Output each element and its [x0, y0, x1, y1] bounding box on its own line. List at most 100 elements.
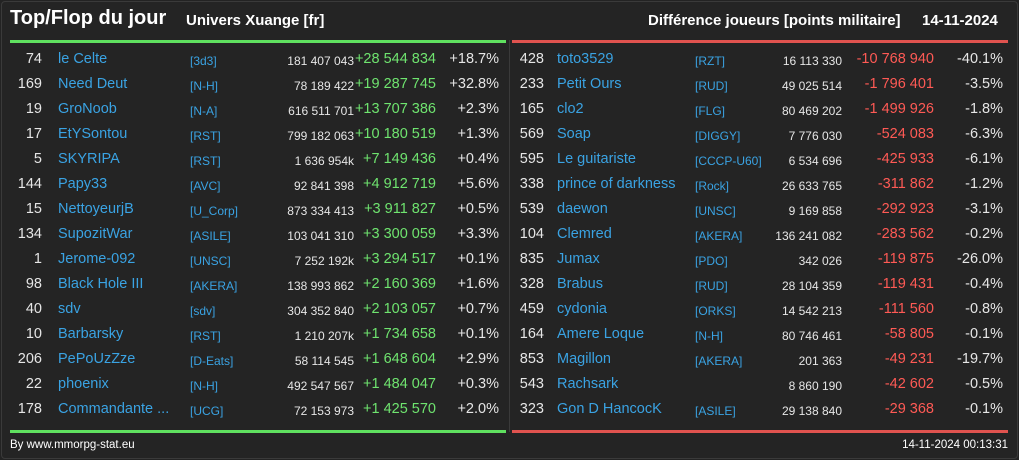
- points-cell: 1 636 954k: [294, 154, 354, 168]
- player-name-link[interactable]: Commandante ...: [58, 401, 170, 417]
- player-name-link[interactable]: phoenix: [58, 376, 109, 392]
- alliance-tag-link[interactable]: [DIGGY]: [695, 129, 741, 143]
- player-name-link[interactable]: prince of darkness: [557, 176, 676, 192]
- alliance-tag-link[interactable]: [RST]: [190, 329, 221, 343]
- alliance-tag-link[interactable]: [D-Eats]: [190, 354, 234, 368]
- alliance-tag-link[interactable]: [FLG]: [695, 104, 726, 118]
- top-row: 22 phoenix [N-H] 492 547 567 +1 484 047 +0.3%: [8, 372, 506, 397]
- percent-cell: -26.0%: [957, 251, 1003, 267]
- player-name-link[interactable]: GroNoob: [58, 101, 117, 117]
- alliance-tag-link[interactable]: [UNSC]: [695, 204, 736, 218]
- alliance-tag-link[interactable]: [CCCP-U60]: [695, 154, 762, 168]
- alliance-tag-link[interactable]: [RUD]: [695, 279, 728, 293]
- flop-divider-red: [512, 40, 1008, 43]
- alliance-tag-link[interactable]: [3d3]: [190, 54, 217, 68]
- alliance-tag-link[interactable]: [AKERA]: [190, 279, 238, 293]
- flop-row: 328 Brabus [RUD] 28 104 359 -119 431 -0.4%: [510, 272, 1008, 297]
- bottom-divider-red: [512, 430, 1008, 433]
- alliance-tag-link[interactable]: [AKERA]: [695, 229, 743, 243]
- player-name-link[interactable]: Gon D HancocK: [557, 401, 662, 417]
- player-name-link[interactable]: Le guitariste: [557, 151, 636, 167]
- player-name-link[interactable]: daewon: [557, 201, 608, 217]
- alliance-tag-link[interactable]: [RUD]: [695, 79, 728, 93]
- rank-cell: 169: [17, 76, 42, 92]
- alliance-tag-link[interactable]: [ASILE]: [190, 229, 231, 243]
- player-name-link[interactable]: le Celte: [58, 51, 108, 67]
- player-name-link[interactable]: Magillon: [557, 351, 611, 367]
- alliance-tag-link[interactable]: [AVC]: [190, 179, 221, 193]
- points-cell: 8 860 190: [788, 379, 842, 393]
- points-cell: 304 352 840: [287, 304, 354, 318]
- points-cell: 80 746 461: [781, 329, 842, 343]
- alliance-tag-link[interactable]: [UNSC]: [190, 254, 231, 268]
- rank-cell: 134: [17, 226, 42, 242]
- player-name-link[interactable]: Rachsark: [557, 376, 619, 392]
- diff-cell: -292 923: [876, 201, 934, 217]
- percent-cell: -40.1%: [957, 51, 1003, 67]
- rank-cell: 40: [25, 301, 42, 317]
- alliance-tag-link[interactable]: [PDO]: [695, 254, 728, 268]
- alliance-tag-link[interactable]: [N-H]: [190, 79, 218, 93]
- player-name-link[interactable]: Petit Ours: [557, 76, 622, 92]
- diff-cell: +28 544 834: [354, 51, 436, 67]
- points-cell: 342 026: [798, 254, 842, 268]
- player-name-link[interactable]: sdv: [58, 301, 81, 317]
- percent-cell: +0.5%: [457, 201, 499, 217]
- player-name-link[interactable]: NettoyeurjB: [58, 201, 134, 217]
- diff-cell: -1 499 926: [864, 101, 934, 117]
- alliance-tag-link[interactable]: [ASILE]: [695, 404, 736, 418]
- alliance-tag-link[interactable]: [UCG]: [190, 404, 224, 418]
- player-name-link[interactable]: cydonia: [557, 301, 607, 317]
- player-name-link[interactable]: Barbarsky: [58, 326, 124, 342]
- alliance-tag-link[interactable]: [RZT]: [695, 54, 725, 68]
- player-name-link[interactable]: SupozitWar: [58, 226, 133, 242]
- player-name-link[interactable]: Black Hole III: [58, 276, 144, 292]
- rank-cell: 5: [33, 151, 42, 167]
- percent-cell: -1.8%: [965, 101, 1003, 117]
- player-name-link[interactable]: clo2: [557, 101, 584, 117]
- player-name-link[interactable]: Jerome-092: [58, 251, 136, 267]
- player-name-link[interactable]: SKYRIPA: [58, 151, 120, 167]
- player-name-link[interactable]: Soap: [557, 126, 591, 142]
- player-name-link[interactable]: toto3529: [557, 51, 614, 67]
- points-cell: 80 469 202: [781, 104, 842, 118]
- rank-cell: 98: [25, 276, 42, 292]
- points-cell: 72 153 973: [293, 404, 354, 418]
- player-name-link[interactable]: Brabus: [557, 276, 603, 292]
- alliance-tag-link[interactable]: [Rock]: [695, 179, 730, 193]
- rank-cell: 74: [25, 51, 42, 67]
- alliance-tag-link[interactable]: [N-H]: [695, 329, 723, 343]
- rank-cell: 835: [519, 251, 544, 267]
- percent-cell: -1.2%: [965, 176, 1003, 192]
- points-cell: 201 363: [798, 354, 842, 368]
- diff-cell: -119 875: [877, 251, 934, 267]
- alliance-tag-link[interactable]: [RST]: [190, 154, 221, 168]
- alliance-tag-link[interactable]: [U_Corp]: [190, 204, 239, 218]
- player-name-link[interactable]: PePoUzZze: [58, 351, 136, 367]
- rank-cell: 459: [519, 301, 544, 317]
- flop-row: 323 Gon D HancocK [ASILE] 29 138 840 -29 368…: [510, 397, 1008, 422]
- player-name-link[interactable]: Need Deut: [58, 76, 128, 92]
- points-cell: 873 334 413: [287, 204, 354, 218]
- column-divider: [509, 40, 510, 432]
- alliance-tag-link[interactable]: [N-H]: [190, 379, 218, 393]
- rank-cell: 595: [519, 151, 544, 167]
- points-cell: 181 407 043: [287, 54, 354, 68]
- points-cell: 49 025 514: [781, 79, 842, 93]
- percent-cell: +18.7%: [449, 51, 499, 67]
- player-name-link[interactable]: Jumax: [557, 251, 600, 267]
- player-name-link[interactable]: Clemred: [557, 226, 612, 242]
- diff-cell: -10 768 940: [856, 51, 934, 67]
- alliance-tag-link[interactable]: [AKERA]: [695, 354, 743, 368]
- alliance-tag-link[interactable]: [sdv]: [190, 304, 216, 318]
- diff-cell: -119 431: [877, 276, 934, 292]
- points-cell: 92 841 398: [293, 179, 354, 193]
- player-name-link[interactable]: Papy33: [58, 176, 108, 192]
- player-name-link[interactable]: EtYSontou: [58, 126, 128, 142]
- diff-cell: +1 648 604: [363, 351, 436, 367]
- footer-credit[interactable]: By www.mmorpg-stat.eu: [10, 439, 135, 451]
- alliance-tag-link[interactable]: [ORKS]: [695, 304, 736, 318]
- player-name-link[interactable]: Amere Loque: [557, 326, 645, 342]
- alliance-tag-link[interactable]: [RST]: [190, 129, 221, 143]
- alliance-tag-link[interactable]: [N-A]: [190, 104, 218, 118]
